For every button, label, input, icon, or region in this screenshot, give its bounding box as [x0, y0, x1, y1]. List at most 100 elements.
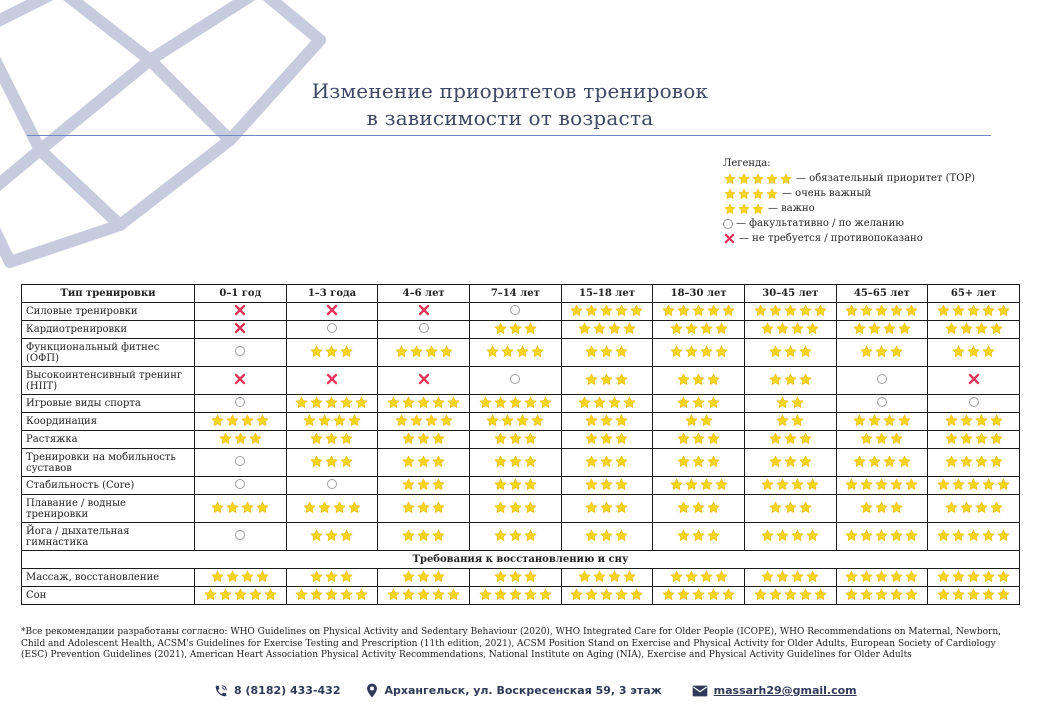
optional-circle-icon — [876, 374, 887, 384]
rating-cell — [927, 394, 1020, 413]
star-icon — [494, 396, 507, 408]
star-icon — [707, 588, 720, 600]
star-icon — [410, 345, 422, 357]
star-icon — [311, 455, 323, 467]
address-contact[interactable]: Архангельск, ул. Воскресенская 59, 3 эта… — [366, 683, 662, 698]
title-line-1: Изменение приоритетов тренировок — [311, 79, 709, 103]
star-icon — [670, 322, 682, 334]
star-icon — [387, 396, 400, 408]
star-icon — [226, 570, 239, 582]
rating-3-stars — [584, 345, 629, 358]
star-icon — [402, 432, 415, 444]
optional-circle-icon — [326, 479, 337, 489]
rating-cell — [560, 412, 654, 431]
star-icon — [707, 455, 720, 467]
rating-2-stars — [684, 414, 714, 427]
star-icon — [593, 396, 606, 408]
training-type: Кардиотренировки — [21, 320, 195, 339]
star-icon — [417, 588, 430, 600]
star-icon — [524, 529, 537, 541]
star-icon — [861, 304, 873, 316]
star-icon — [524, 478, 537, 490]
table-row: Тренировки на мобильность суставов — [21, 448, 1020, 477]
rating-cell — [468, 320, 562, 339]
star-icon — [724, 203, 736, 214]
star-icon — [906, 529, 918, 541]
cross-icon — [418, 373, 429, 385]
star-icon — [752, 173, 764, 184]
rating-3-stars — [859, 432, 904, 445]
star-icon — [752, 203, 764, 214]
rating-cell — [652, 338, 745, 367]
rating-3-stars — [493, 432, 538, 445]
star-icon — [586, 478, 598, 490]
star-icon — [623, 396, 636, 408]
email-link[interactable]: massarh29@gmail.com — [713, 684, 857, 697]
rating-cell — [652, 522, 745, 551]
star-icon — [417, 478, 430, 490]
legend-label: — факультативно / по желанию — [736, 218, 904, 229]
rating-3-stars — [493, 570, 538, 583]
star-icon — [846, 588, 858, 600]
rating-5-stars — [203, 588, 278, 601]
rating-cell — [835, 320, 929, 339]
star-icon — [402, 570, 415, 582]
rating-cell — [285, 366, 379, 395]
star-icon — [531, 345, 544, 357]
star-icon — [685, 345, 697, 357]
star-icon — [524, 455, 537, 467]
star-icon — [846, 478, 858, 490]
star-icon — [417, 501, 430, 513]
star-icon — [341, 529, 353, 541]
star-icon — [608, 396, 621, 408]
section-title: Требования к восстановлению и сну — [21, 550, 1020, 569]
star-icon — [241, 414, 254, 426]
rating-5-stars — [844, 478, 919, 491]
rating-4-stars — [852, 322, 912, 335]
email-contact[interactable]: massarh29@gmail.com — [692, 684, 857, 697]
rating-cell — [468, 412, 562, 431]
star-icon — [715, 570, 727, 582]
rating-3-stars — [218, 432, 263, 445]
legend-item: — обязательный приоритет (TOP) — [723, 171, 975, 186]
star-icon — [700, 570, 712, 582]
star-icon — [256, 414, 269, 426]
star-icon — [876, 478, 888, 490]
star-icon — [692, 588, 705, 600]
star-icon — [952, 588, 965, 600]
rating-cross — [325, 373, 339, 385]
rating-4-stars — [210, 570, 270, 583]
star-icon — [700, 322, 712, 334]
phone-contact[interactable]: 8 (8182) 433-432 — [214, 684, 340, 698]
rating-4-stars — [760, 529, 820, 542]
cross-icon — [235, 373, 246, 385]
star-icon — [616, 529, 628, 541]
star-icon — [945, 414, 957, 426]
table-row: Высокоинтенсивный тренинг (HIIT) — [21, 366, 1020, 395]
star-icon — [494, 501, 507, 513]
rating-cell — [560, 568, 654, 587]
star-icon — [494, 478, 507, 490]
rating-4-stars — [394, 414, 454, 427]
rating-cell — [652, 320, 745, 339]
rating-5-stars — [753, 588, 828, 601]
star-icon — [945, 322, 957, 334]
star-icon — [234, 588, 247, 600]
star-icon — [707, 501, 720, 513]
star-icon — [861, 529, 873, 541]
star-icon — [715, 478, 727, 490]
rating-3-stars — [584, 414, 629, 427]
rating-cell — [285, 394, 379, 413]
rating-3-stars — [401, 529, 446, 542]
rating-4-stars — [944, 501, 1004, 514]
rating-5-stars — [936, 478, 1011, 491]
star-icon — [799, 304, 812, 316]
star-icon — [906, 588, 918, 600]
legend-label: — не требуется / противопоказано — [739, 233, 923, 244]
rating-3-stars — [768, 455, 813, 468]
rating-cell — [194, 430, 287, 449]
table-row: Стабильность (Core) — [21, 476, 1020, 495]
star-icon — [601, 529, 613, 541]
star-icon — [692, 432, 705, 444]
rating-3-stars — [768, 373, 813, 386]
